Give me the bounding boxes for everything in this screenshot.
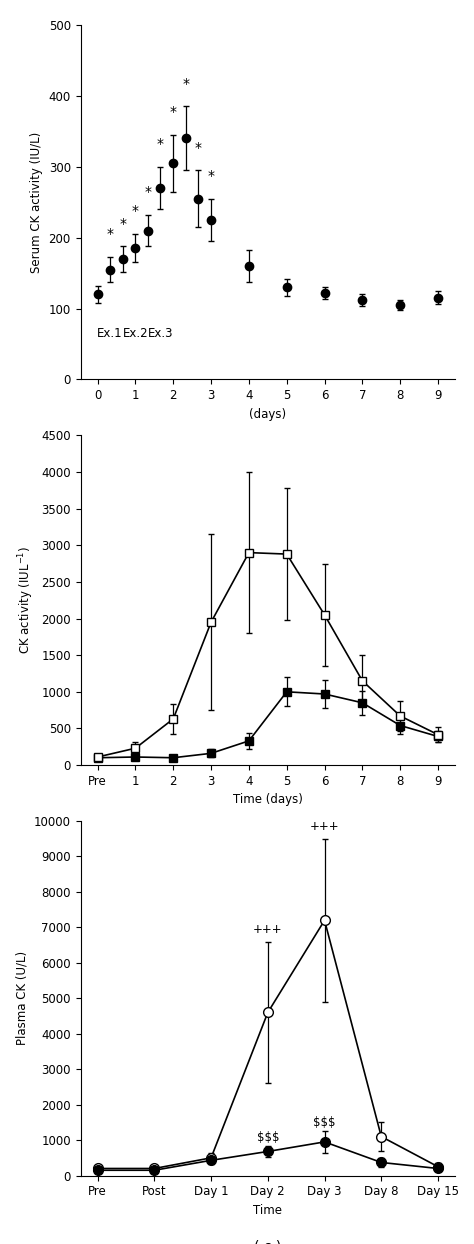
Text: +++: +++ (253, 923, 283, 937)
Text: *: * (145, 185, 151, 199)
Legend: Immobilization, Control: Immobilization, Control (118, 837, 253, 880)
Text: *: * (157, 137, 164, 151)
Text: $$$: $$$ (256, 1131, 279, 1144)
X-axis label: (days): (days) (249, 408, 286, 420)
Text: *: * (107, 228, 114, 241)
Text: *: * (195, 141, 202, 154)
Y-axis label: Plasma CK (U/L): Plasma CK (U/L) (15, 952, 28, 1045)
Text: $$$: $$$ (313, 1116, 336, 1130)
Text: Ex.3: Ex.3 (147, 327, 173, 341)
Text: +++: +++ (310, 821, 339, 833)
Text: ( b ): ( b ) (254, 881, 282, 894)
Text: *: * (132, 204, 139, 219)
X-axis label: Time: Time (253, 1204, 283, 1217)
Text: *: * (208, 169, 215, 183)
X-axis label: Time (days): Time (days) (233, 794, 303, 806)
Y-axis label: CK activity (IUL$^{-1}$): CK activity (IUL$^{-1}$) (16, 546, 36, 654)
Text: ( c ): ( c ) (254, 1239, 282, 1244)
Text: *: * (170, 106, 177, 119)
Y-axis label: Serum CK activity (IU/L): Serum CK activity (IU/L) (30, 132, 43, 272)
Text: Ex.2: Ex.2 (123, 327, 148, 341)
Text: *: * (119, 216, 126, 230)
Text: *: * (182, 77, 189, 91)
Text: ( a ): ( a ) (254, 443, 282, 458)
Text: Ex.1: Ex.1 (97, 327, 123, 341)
